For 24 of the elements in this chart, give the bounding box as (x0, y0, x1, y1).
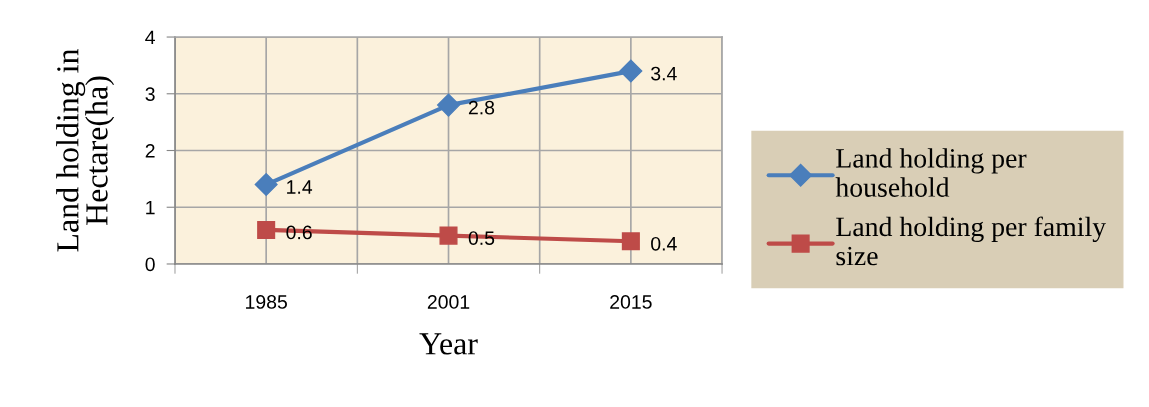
y-axis-title: Land holding in Hectare(ha) (56, 48, 115, 252)
y-tick-label: 3 (145, 87, 155, 102)
point (437, 93, 461, 117)
data-label: 1.4 (287, 180, 313, 194)
y-tick-label: 4 (145, 30, 155, 45)
data-label: 3.4 (651, 66, 677, 81)
point (619, 59, 643, 83)
y-tick-label: 2 (145, 143, 155, 158)
point (257, 220, 276, 239)
data-label: 0.5 (468, 231, 495, 245)
x-tick-label: 2001 (427, 295, 470, 309)
y-tick-label: 1 (146, 200, 155, 215)
y-tick-label: 0 (145, 257, 155, 272)
legend-label: Land holding per family size (836, 216, 1107, 266)
x-axis-title: Year (419, 333, 478, 355)
x-tick-label: 1985 (246, 295, 287, 309)
data-label: 0.6 (286, 225, 312, 240)
x-tick-label: 2015 (610, 295, 652, 309)
legend-label: Land holding per household (835, 148, 1027, 197)
data-label: 2.8 (468, 100, 495, 115)
point (254, 173, 278, 197)
data-label: 0.4 (651, 236, 677, 251)
point (439, 226, 458, 245)
point (621, 232, 640, 251)
